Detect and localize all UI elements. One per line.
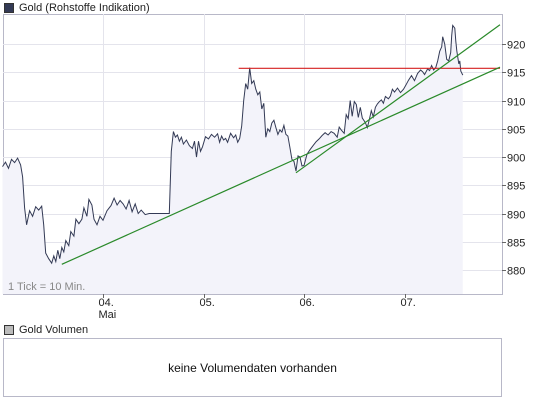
y-tick-label: 900 (507, 153, 525, 165)
y-tick-label: 895 (507, 181, 525, 193)
x-tick-label: 07. (401, 297, 416, 309)
y-tick-label: 905 (507, 125, 525, 137)
y-tick-label: 920 (507, 40, 525, 52)
y-tick-label: 890 (507, 210, 525, 222)
tick-note: 1 Tick = 10 Min. (8, 281, 85, 293)
y-axis: 880 885 890 895 900 905 910 915 920 (502, 40, 525, 278)
x-axis: 04.Mai 05. 06. 07. (99, 294, 416, 320)
y-tick-label: 915 (507, 68, 525, 80)
volume-message: keine Volumendaten vorhanden (168, 360, 337, 375)
trendlines (61, 24, 501, 265)
price-line (2, 24, 464, 265)
volume-legend-label: Gold Volumen (19, 324, 89, 336)
x-tick-label: 06. (300, 297, 315, 309)
trend-line-1 (61, 66, 501, 265)
y-tick-label: 910 (507, 97, 525, 109)
price-legend-swatch (4, 3, 14, 13)
price-area (2, 25, 463, 295)
price-legend-label: Gold (Rohstoffe Indikation) (19, 2, 150, 14)
y-tick-label: 880 (507, 266, 525, 278)
volume-legend-swatch (4, 325, 14, 335)
price-chart: 880 885 890 895 900 905 910 915 920 04.Mai 05. 06.… (2, 14, 525, 320)
volume-legend: Gold Volumen (4, 324, 88, 336)
x-tick-label: 04. (99, 297, 114, 309)
price-legend: Gold (Rohstoffe Indikation) (4, 2, 150, 14)
x-tick-label: 05. (200, 297, 215, 309)
y-tick-label: 885 (507, 238, 525, 250)
x-tick-sublabel: Mai (99, 309, 117, 320)
volume-panel: keine Volumendaten vorhanden (3, 338, 502, 397)
trend-line-2 (295, 24, 501, 174)
